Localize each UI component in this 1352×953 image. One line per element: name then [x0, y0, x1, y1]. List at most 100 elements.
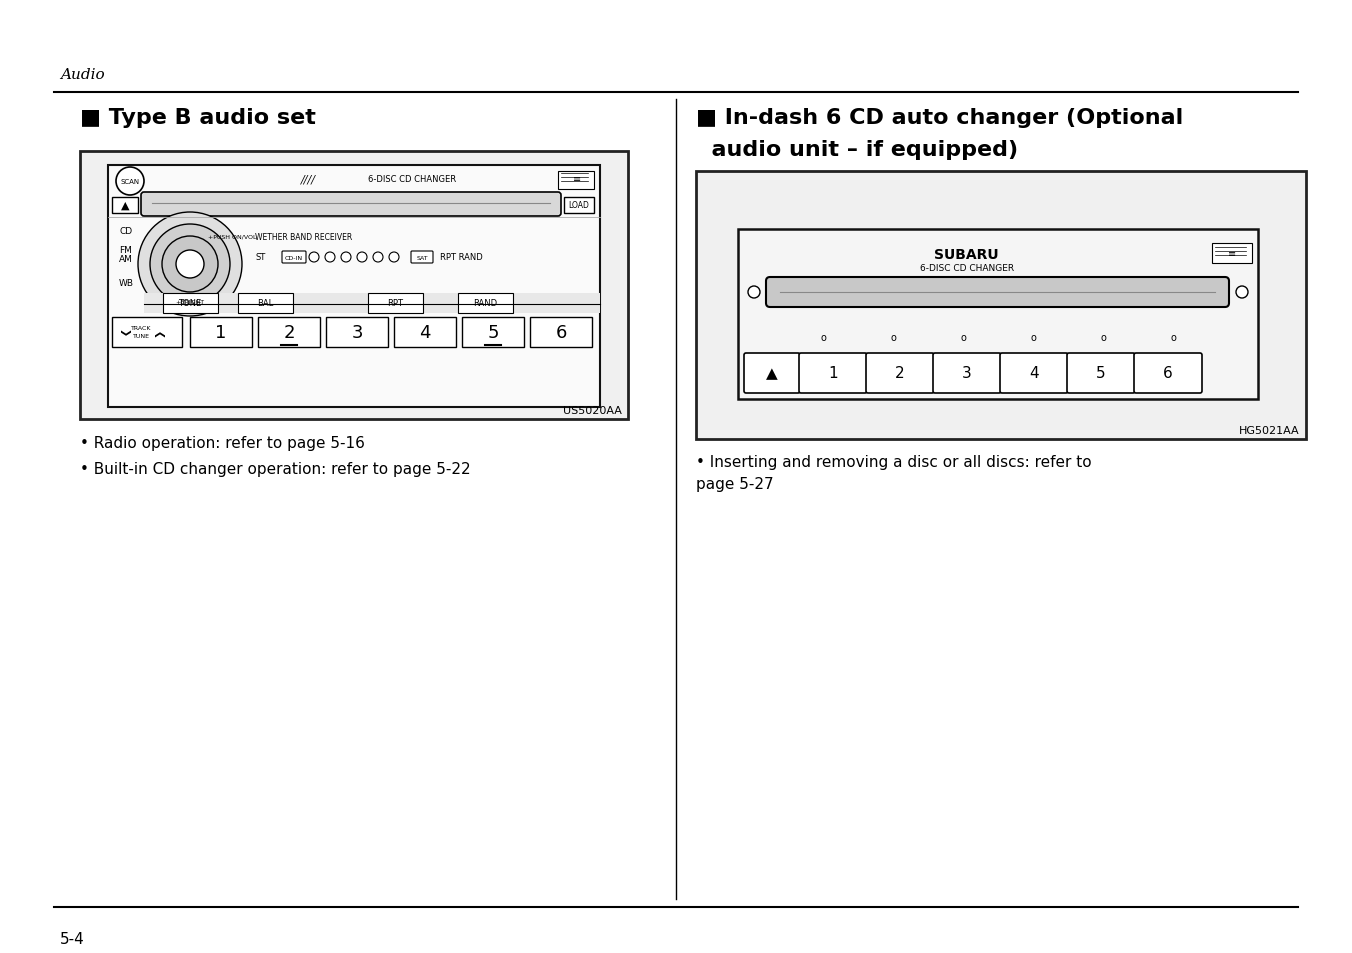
FancyBboxPatch shape [1000, 354, 1068, 394]
Text: o: o [1101, 333, 1106, 343]
Text: • Built-in CD changer operation: refer to page 5-22: • Built-in CD changer operation: refer t… [80, 461, 470, 476]
Text: o: o [890, 333, 896, 343]
Text: US5020AA: US5020AA [564, 406, 622, 416]
Text: +BRIGHT: +BRIGHT [176, 299, 204, 304]
Text: 2: 2 [895, 366, 904, 381]
Text: ❯: ❯ [119, 329, 128, 336]
Text: FM
AM: FM AM [119, 246, 132, 264]
Bar [696, 172, 1306, 439]
Text: SCAN: SCAN [120, 179, 139, 185]
Text: SAT: SAT [416, 255, 427, 260]
Text: CD-IN: CD-IN [285, 255, 303, 260]
Bar [564, 198, 594, 213]
Circle shape [310, 253, 319, 263]
Bar [458, 294, 512, 314]
Text: 4: 4 [1029, 366, 1038, 381]
Text: SUBARU: SUBARU [934, 248, 999, 262]
Bar [368, 294, 423, 314]
Circle shape [389, 253, 399, 263]
Bar [238, 294, 293, 314]
FancyBboxPatch shape [933, 354, 1000, 394]
Circle shape [373, 253, 383, 263]
Bar [326, 317, 388, 348]
FancyBboxPatch shape [1134, 354, 1202, 394]
FancyBboxPatch shape [141, 193, 561, 216]
Text: TUNE: TUNE [132, 334, 150, 338]
Text: 4: 4 [419, 324, 431, 341]
Bar [558, 172, 594, 190]
Text: RPT RAND: RPT RAND [439, 253, 483, 262]
Circle shape [341, 253, 352, 263]
Bar [80, 152, 627, 419]
Text: RAND: RAND [473, 299, 498, 308]
Bar [462, 317, 525, 348]
Circle shape [150, 225, 230, 305]
Bar [112, 317, 183, 348]
Text: ≡: ≡ [1228, 249, 1236, 258]
Bar [164, 294, 218, 314]
FancyBboxPatch shape [799, 354, 867, 394]
Text: 3: 3 [963, 366, 972, 381]
FancyBboxPatch shape [767, 277, 1229, 308]
Text: o: o [1030, 333, 1036, 343]
Circle shape [357, 253, 366, 263]
Text: o: o [1169, 333, 1176, 343]
Text: 6-DISC CD CHANGER: 6-DISC CD CHANGER [368, 175, 456, 184]
FancyBboxPatch shape [744, 354, 800, 394]
Bar [738, 230, 1257, 399]
Text: o: o [960, 333, 965, 343]
Bar [393, 317, 456, 348]
Text: • Radio operation: refer to page 5-16: • Radio operation: refer to page 5-16 [80, 436, 365, 451]
Text: ≡: ≡ [573, 173, 581, 184]
Text: LOAD: LOAD [569, 201, 589, 211]
Text: RPT: RPT [387, 299, 403, 308]
Text: audio unit – if equipped): audio unit – if equipped) [696, 140, 1018, 160]
Text: TRACK: TRACK [131, 325, 151, 330]
Circle shape [1236, 287, 1248, 298]
Text: 6: 6 [1163, 366, 1174, 381]
Text: WETHER BAND RECEIVER: WETHER BAND RECEIVER [256, 233, 353, 241]
Text: TONE: TONE [178, 299, 201, 308]
FancyBboxPatch shape [867, 354, 934, 394]
Text: ❯: ❯ [155, 329, 165, 336]
Text: Audio: Audio [59, 68, 104, 82]
Text: 5: 5 [1096, 366, 1106, 381]
Text: ////: //// [300, 174, 315, 185]
Text: ■ In-dash 6 CD auto changer (Optional: ■ In-dash 6 CD auto changer (Optional [696, 108, 1183, 128]
Circle shape [176, 251, 204, 278]
Text: 3: 3 [352, 324, 362, 341]
Text: 2: 2 [284, 324, 295, 341]
Text: CD: CD [119, 227, 132, 236]
Text: ST: ST [256, 253, 265, 262]
Text: 1: 1 [829, 366, 838, 381]
Text: 5: 5 [487, 324, 499, 341]
Text: +PUSH ON/VOL: +PUSH ON/VOL [208, 234, 257, 239]
FancyBboxPatch shape [1067, 354, 1134, 394]
Circle shape [748, 287, 760, 298]
Text: 5-4: 5-4 [59, 931, 85, 946]
FancyBboxPatch shape [283, 252, 306, 264]
Text: 6: 6 [556, 324, 566, 341]
Bar [145, 294, 600, 314]
Bar [108, 166, 600, 408]
Text: WB: WB [119, 278, 134, 287]
Bar [112, 198, 138, 213]
Bar [530, 317, 592, 348]
Text: BAL: BAL [257, 299, 273, 308]
Bar [191, 317, 251, 348]
Text: o: o [821, 333, 826, 343]
Text: 6-DISC CD CHANGER: 6-DISC CD CHANGER [919, 264, 1014, 273]
Text: ▲: ▲ [767, 366, 777, 381]
Bar [1211, 244, 1252, 264]
Circle shape [162, 236, 218, 293]
Text: HG5021AA: HG5021AA [1240, 426, 1301, 436]
Text: ■ Type B audio set: ■ Type B audio set [80, 108, 316, 128]
Text: 1: 1 [215, 324, 227, 341]
Text: ▲: ▲ [120, 201, 130, 211]
Circle shape [138, 213, 242, 316]
Circle shape [324, 253, 335, 263]
Circle shape [116, 168, 145, 195]
FancyBboxPatch shape [411, 252, 433, 264]
Bar [258, 317, 320, 348]
Text: • Inserting and removing a disc or all discs: refer to
page 5-27: • Inserting and removing a disc or all d… [696, 455, 1091, 492]
